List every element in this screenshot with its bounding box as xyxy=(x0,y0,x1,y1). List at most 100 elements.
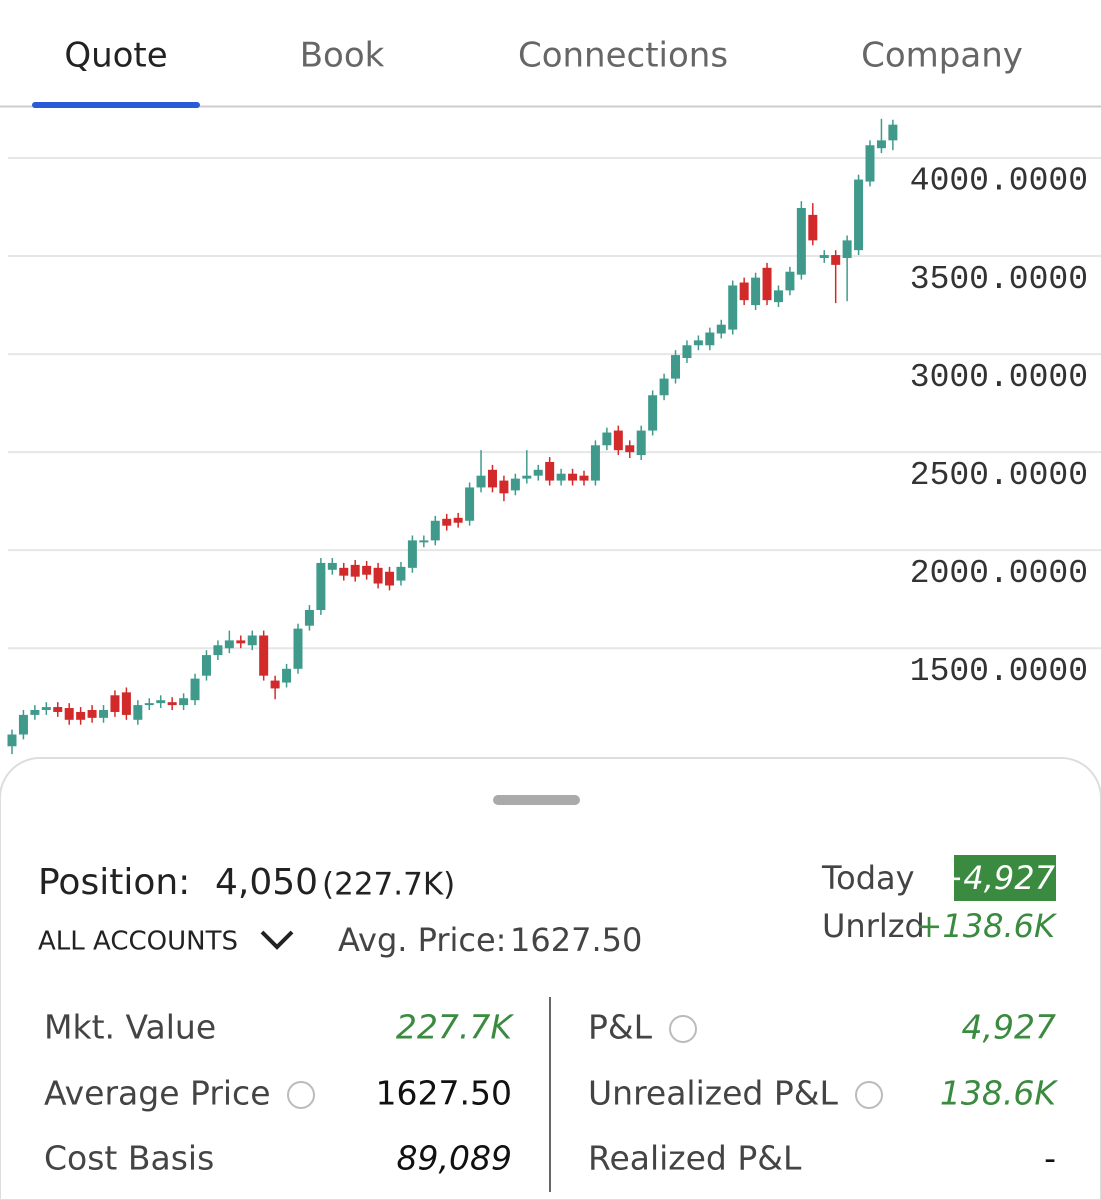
candle-body xyxy=(773,290,783,303)
y-tick-label: 4000.0000 xyxy=(910,163,1088,200)
candle-body xyxy=(144,703,154,706)
candle-body xyxy=(476,475,486,488)
candle-body xyxy=(613,430,623,451)
candle-body xyxy=(53,707,63,712)
candle-body xyxy=(865,145,875,182)
candle-body xyxy=(819,255,829,259)
candle-body xyxy=(522,475,532,479)
candle-body xyxy=(510,478,520,491)
tab-indicator xyxy=(32,102,200,108)
row-value: 138.6K xyxy=(940,1074,1058,1113)
candle-body xyxy=(64,708,74,720)
candle-body xyxy=(796,208,806,275)
candle-body xyxy=(808,214,818,241)
candle-body xyxy=(602,432,612,446)
candle-body xyxy=(293,628,303,669)
candle-body xyxy=(545,461,555,481)
bottom-sheet xyxy=(0,757,1101,1200)
candle-body xyxy=(659,378,669,396)
candle-body xyxy=(179,698,189,706)
row-label: Realized P&L xyxy=(588,1139,802,1178)
candle-body xyxy=(110,695,120,712)
candle-body xyxy=(625,445,635,453)
candle-body xyxy=(590,445,600,481)
tab[interactable]: Connections xyxy=(518,36,728,76)
avg-price-value: 1627.50 xyxy=(510,921,642,959)
candle-body xyxy=(442,518,452,526)
candle-body xyxy=(762,267,772,301)
position-quantity: 4,050 xyxy=(215,862,318,903)
candle-body xyxy=(705,332,715,346)
candle-body xyxy=(533,469,543,476)
candle-body xyxy=(156,700,166,704)
candle-body xyxy=(876,140,886,149)
candle-body xyxy=(7,734,17,747)
candle-body xyxy=(201,655,211,676)
row-label: Mkt. Value xyxy=(44,1008,216,1047)
candle-body xyxy=(648,395,658,431)
chart: 1500.0000 2000.0000 2500.0000 3000.0000 3500… xyxy=(7,118,1101,755)
candle-body xyxy=(419,540,429,543)
y-tick-label: 3500.0000 xyxy=(910,261,1088,298)
candle-body xyxy=(385,571,395,586)
avg-price-label: Avg. Price: xyxy=(338,921,506,959)
candle-body xyxy=(236,640,246,644)
row-value: 1627.50 xyxy=(376,1074,512,1113)
candle-body xyxy=(213,645,223,656)
candle-body xyxy=(636,430,646,456)
candle-body xyxy=(362,565,372,575)
candle-body xyxy=(339,567,349,576)
row-value: 89,089 xyxy=(397,1139,512,1178)
chevron[interactable] xyxy=(260,930,294,950)
unrlzd-label: Unrlzd xyxy=(822,907,925,945)
row-label: Cost Basis xyxy=(44,1139,214,1178)
tab[interactable]: Company xyxy=(861,36,1023,76)
candle-body xyxy=(465,487,475,521)
candle-body xyxy=(259,635,269,676)
candle-body xyxy=(430,520,440,541)
candle-body xyxy=(407,540,417,568)
y-tick-label: 2500.0000 xyxy=(910,457,1088,494)
y-tick-label: 2000.0000 xyxy=(910,555,1088,592)
row-value: 4,927 xyxy=(962,1008,1056,1047)
candle-body xyxy=(716,324,726,334)
candle-body xyxy=(282,668,292,683)
candle-body xyxy=(728,285,738,330)
candle-body xyxy=(739,282,749,301)
candle-body xyxy=(190,678,200,701)
tab-bar xyxy=(0,0,1101,106)
candle-body xyxy=(350,564,360,577)
candle-body xyxy=(671,355,681,379)
position-value: (227.7K) xyxy=(322,867,455,903)
candle-body xyxy=(453,517,463,523)
candle-body xyxy=(579,475,589,481)
row-value: 227.7K xyxy=(396,1008,514,1047)
candle-body xyxy=(316,562,326,610)
candle-body xyxy=(487,469,497,488)
info-icon[interactable] xyxy=(669,1015,697,1043)
sheet-handle[interactable] xyxy=(493,795,580,805)
accounts-selector[interactable]: ALL ACCOUNTS xyxy=(38,927,238,957)
info-icon[interactable] xyxy=(287,1081,315,1109)
candle-body xyxy=(854,179,864,251)
candle-body xyxy=(327,562,337,570)
candle-body xyxy=(167,702,177,706)
candle-body xyxy=(693,340,703,346)
candle-body xyxy=(121,692,131,715)
candle-body xyxy=(373,567,383,584)
candle-body xyxy=(247,635,257,646)
info-icons[interactable] xyxy=(287,1015,883,1109)
info-icon[interactable] xyxy=(855,1081,883,1109)
unrlzd-value: +138.6K xyxy=(916,907,1058,945)
y-tick-label: 1500.0000 xyxy=(910,653,1088,690)
today-value: +4,927 xyxy=(937,859,1056,897)
candle-body xyxy=(682,345,692,359)
tab[interactable]: Quote xyxy=(64,36,167,76)
candle-body xyxy=(888,124,898,141)
tab[interactable]: Book xyxy=(300,36,385,76)
candle-body xyxy=(18,714,28,735)
candle-body xyxy=(842,240,852,259)
candle-body xyxy=(499,480,509,494)
candle-body xyxy=(30,709,40,715)
